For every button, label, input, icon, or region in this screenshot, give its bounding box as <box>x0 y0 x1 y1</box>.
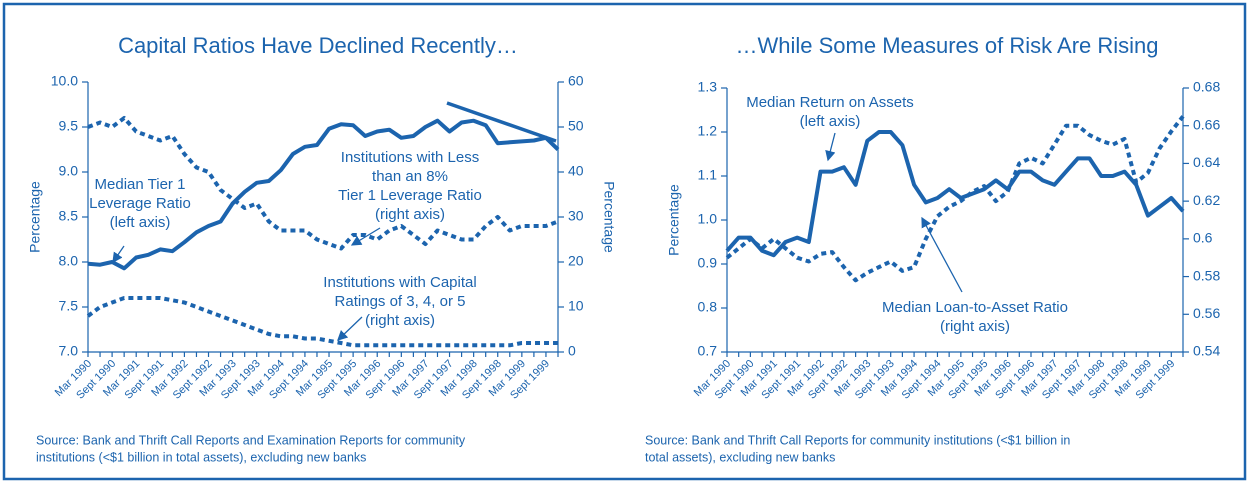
source-note: total assets), excluding new banks <box>645 450 835 464</box>
y-tick-label: 10.0 <box>51 73 78 89</box>
y2-tick-label: 20 <box>568 253 584 269</box>
y-tick-label: 0.7 <box>698 343 718 359</box>
y-tick-label: 9.5 <box>59 118 79 134</box>
source-note: Source: Bank and Thrift Call Reports for… <box>645 433 1070 447</box>
y2-tick-label: 0.68 <box>1193 79 1220 95</box>
trend-line <box>446 101 557 143</box>
y-tick-label: 8.5 <box>59 208 79 224</box>
annotation: Institutions with Capital <box>323 274 476 291</box>
annotation: Median Return on Assets <box>746 94 914 111</box>
y2-tick-label: 60 <box>568 73 584 89</box>
y2-axis-label: Percentage <box>601 181 617 253</box>
arrow <box>337 316 363 341</box>
annotation: Tier 1 Leverage Ratio <box>338 187 482 204</box>
series-line <box>86 296 558 348</box>
arrow <box>112 245 125 264</box>
annotation: than an 8% <box>372 168 448 185</box>
y2-tick-label: 0.66 <box>1193 116 1220 132</box>
y2-tick-label: 0.56 <box>1193 305 1220 321</box>
y-tick-label: 7.0 <box>59 343 79 359</box>
y2-tick-label: 0.58 <box>1193 267 1220 283</box>
y-axis-label: Percentage <box>666 184 682 256</box>
y-axis-label: Percentage <box>27 181 43 253</box>
y2-tick-label: 0 <box>568 343 576 359</box>
arrow <box>921 216 963 293</box>
series-line <box>87 116 559 251</box>
y-tick-label: 9.0 <box>59 163 79 179</box>
y-tick-label: 7.5 <box>59 298 79 314</box>
series-line <box>725 130 1185 258</box>
annotation: Institutions with Less <box>341 149 479 166</box>
y2-tick-label: 0.54 <box>1193 343 1220 359</box>
y2-tick-label: 10 <box>568 298 584 314</box>
y-tick-label: 1.0 <box>698 211 718 227</box>
annotation: (right axis) <box>375 206 445 223</box>
annotation: (left axis) <box>800 113 861 130</box>
y-tick-label: 8.0 <box>59 253 79 269</box>
annotation: Median Loan-to-Asset Ratio <box>882 299 1068 316</box>
annotation: Leverage Ratio <box>89 195 191 212</box>
source-note: institutions (<$1 billion in total asset… <box>36 450 366 464</box>
annotation: Ratings of 3, 4, or 5 <box>335 293 466 310</box>
y2-tick-label: 50 <box>568 118 584 134</box>
chart-title: Capital Ratios Have Declined Recently… <box>118 33 518 58</box>
annotation: (left axis) <box>110 214 171 231</box>
arrow <box>825 132 836 162</box>
y-tick-label: 1.2 <box>698 123 718 139</box>
y2-tick-label: 40 <box>568 163 584 179</box>
y2-tick-label: 0.62 <box>1193 192 1220 208</box>
source-note: Source: Bank and Thrift Call Reports and… <box>36 433 466 447</box>
series-line <box>87 118 560 271</box>
y-tick-label: 0.9 <box>698 255 718 271</box>
y-tick-label: 1.3 <box>698 79 718 95</box>
annotation: (right axis) <box>365 312 435 329</box>
series-line <box>725 115 1185 283</box>
y-tick-label: 1.1 <box>698 167 718 183</box>
annotation: (right axis) <box>940 318 1010 335</box>
annotation: Median Tier 1 <box>95 176 186 193</box>
arrow <box>350 227 381 246</box>
y2-tick-label: 0.6 <box>1193 230 1213 246</box>
y-tick-label: 0.8 <box>698 299 718 315</box>
chart-title: …While Some Measures of Risk Are Rising <box>735 33 1158 58</box>
y2-tick-label: 0.64 <box>1193 154 1220 170</box>
y2-tick-label: 30 <box>568 208 584 224</box>
